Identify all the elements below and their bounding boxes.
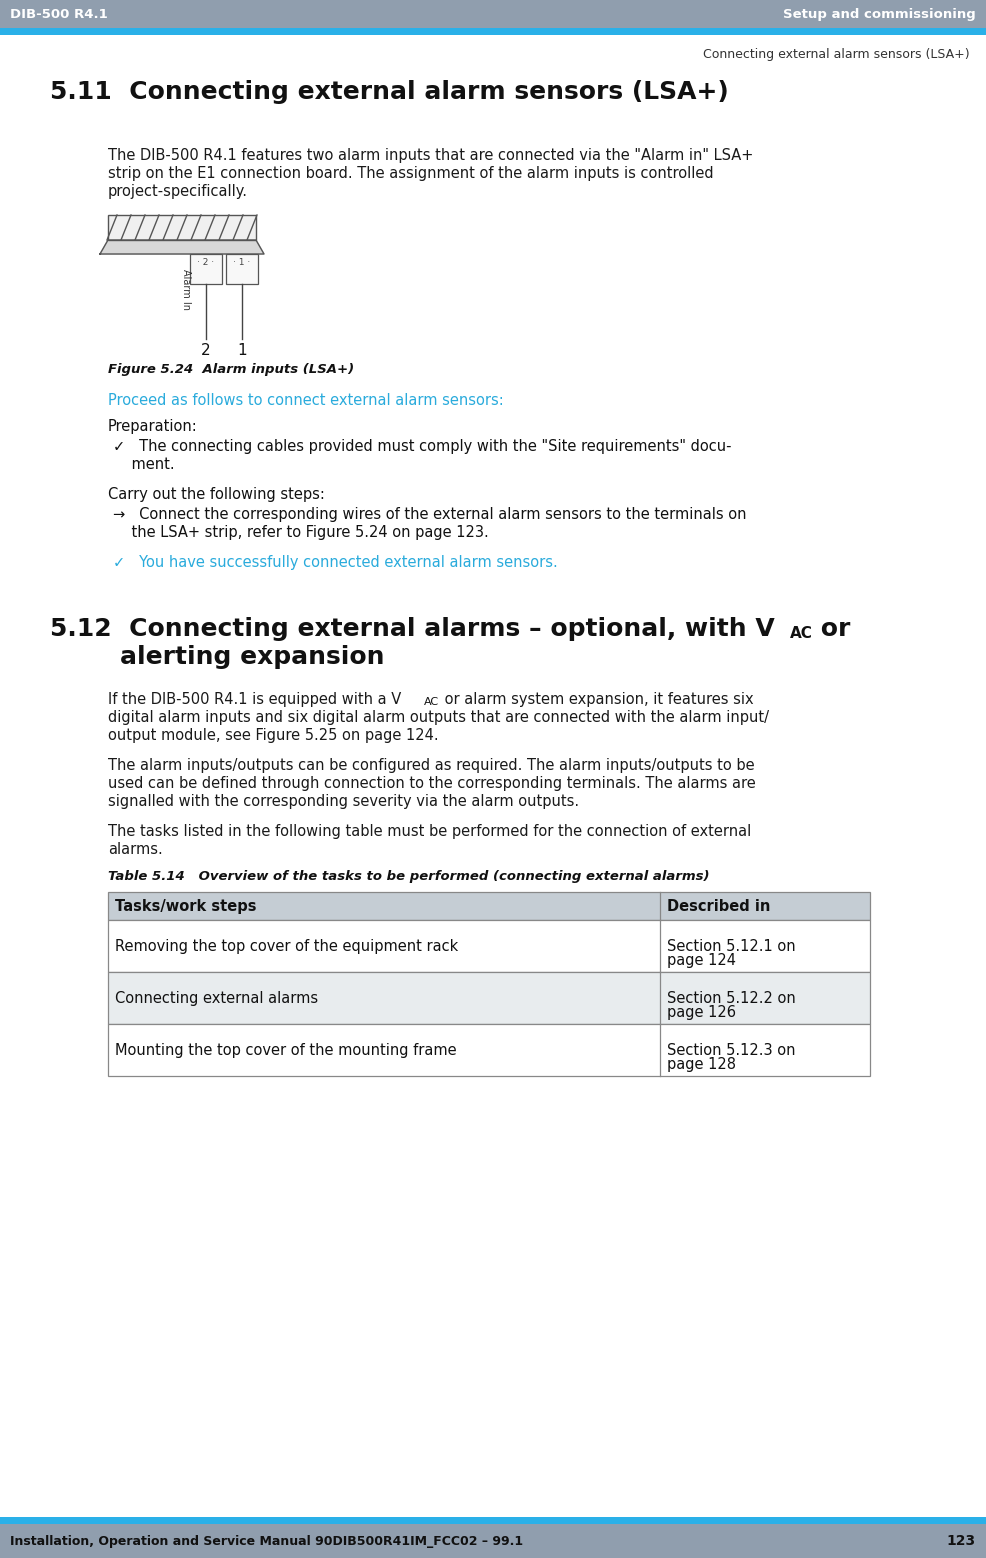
Text: or: or (812, 617, 850, 640)
Text: Installation, Operation and Service Manual 90DIB500R41IM_FCC02 – 99.1: Installation, Operation and Service Manu… (10, 1535, 524, 1547)
Text: ✓   You have successfully connected external alarm sensors.: ✓ You have successfully connected extern… (113, 555, 558, 570)
Text: 123: 123 (947, 1535, 976, 1549)
Text: Setup and commissioning: Setup and commissioning (783, 8, 976, 20)
Text: The DIB-500 R4.1 features two alarm inputs that are connected via the "Alarm in": The DIB-500 R4.1 features two alarm inpu… (108, 148, 753, 164)
Text: ✓   The connecting cables provided must comply with the "Site requirements" docu: ✓ The connecting cables provided must co… (113, 439, 732, 453)
Text: · 2 ·: · 2 · (197, 259, 215, 266)
Text: Table 5.14   Overview of the tasks to be performed (connecting external alarms): Table 5.14 Overview of the tasks to be p… (108, 869, 710, 883)
Text: Figure 5.24  Alarm inputs (LSA+): Figure 5.24 Alarm inputs (LSA+) (108, 363, 354, 375)
Text: strip on the E1 connection board. The assignment of the alarm inputs is controll: strip on the E1 connection board. The as… (108, 167, 714, 181)
Text: Connecting external alarm sensors (LSA+): Connecting external alarm sensors (LSA+) (703, 48, 970, 61)
Text: AC: AC (424, 696, 439, 707)
Bar (0, 0, 986, 28)
Text: Connecting external alarms: Connecting external alarms (115, 991, 318, 1005)
Bar (0, 1524, 986, 1558)
Text: alarms.: alarms. (108, 841, 163, 857)
Text: project-specifically.: project-specifically. (108, 184, 248, 199)
Text: Alarm In: Alarm In (181, 268, 191, 310)
Text: the LSA+ strip, refer to Figure 5.24 on page 123.: the LSA+ strip, refer to Figure 5.24 on … (113, 525, 489, 541)
Bar (0, 1517, 986, 1524)
Text: Section 5.12.2 on: Section 5.12.2 on (667, 991, 796, 1006)
Text: alerting expansion: alerting expansion (50, 645, 385, 668)
Bar (108, 1024, 870, 1077)
Text: →   Connect the corresponding wires of the external alarm sensors to the termina: → Connect the corresponding wires of the… (113, 506, 746, 522)
Text: 5.11  Connecting external alarm sensors (LSA+): 5.11 Connecting external alarm sensors (… (50, 79, 729, 104)
Polygon shape (100, 240, 264, 254)
Text: ment.: ment. (113, 456, 175, 472)
Bar (108, 921, 870, 972)
Text: 2: 2 (201, 343, 211, 358)
Text: page 126: page 126 (667, 1005, 736, 1020)
Text: Proceed as follows to connect external alarm sensors:: Proceed as follows to connect external a… (108, 393, 504, 408)
Text: AC: AC (790, 626, 812, 640)
Text: output module, see Figure 5.25 on page 124.: output module, see Figure 5.25 on page 1… (108, 728, 439, 743)
Text: Described in: Described in (667, 899, 770, 913)
Text: Section 5.12.3 on: Section 5.12.3 on (667, 1042, 796, 1058)
Text: 5.12  Connecting external alarms – optional, with V: 5.12 Connecting external alarms – option… (50, 617, 775, 640)
Text: If the DIB-500 R4.1 is equipped with a V: If the DIB-500 R4.1 is equipped with a V (108, 692, 401, 707)
Text: Tasks/work steps: Tasks/work steps (115, 899, 256, 913)
Text: · 1 ·: · 1 · (234, 259, 250, 266)
Text: Removing the top cover of the equipment rack: Removing the top cover of the equipment … (115, 938, 458, 953)
Text: The alarm inputs/outputs can be configured as required. The alarm inputs/outputs: The alarm inputs/outputs can be configur… (108, 759, 754, 773)
Text: Carry out the following steps:: Carry out the following steps: (108, 488, 324, 502)
Text: digital alarm inputs and six digital alarm outputs that are connected with the a: digital alarm inputs and six digital ala… (108, 710, 769, 724)
Text: Preparation:: Preparation: (108, 419, 198, 435)
Text: or alarm system expansion, it features six: or alarm system expansion, it features s… (440, 692, 753, 707)
Text: page 128: page 128 (667, 1056, 736, 1072)
Text: DIB-500 R4.1: DIB-500 R4.1 (10, 8, 107, 20)
Text: used can be defined through connection to the corresponding terminals. The alarm: used can be defined through connection t… (108, 776, 755, 791)
Text: Section 5.12.1 on: Section 5.12.1 on (667, 939, 796, 953)
Text: 1: 1 (238, 343, 246, 358)
Text: Mounting the top cover of the mounting frame: Mounting the top cover of the mounting f… (115, 1042, 457, 1058)
Bar (108, 215, 256, 240)
Text: page 124: page 124 (667, 953, 736, 968)
Text: The tasks listed in the following table must be performed for the connection of : The tasks listed in the following table … (108, 824, 751, 840)
Bar (190, 254, 222, 284)
Bar (108, 972, 870, 1024)
Bar (108, 893, 870, 921)
Bar (226, 254, 258, 284)
Text: signalled with the corresponding severity via the alarm outputs.: signalled with the corresponding severit… (108, 795, 579, 809)
Bar (0, 28, 986, 34)
